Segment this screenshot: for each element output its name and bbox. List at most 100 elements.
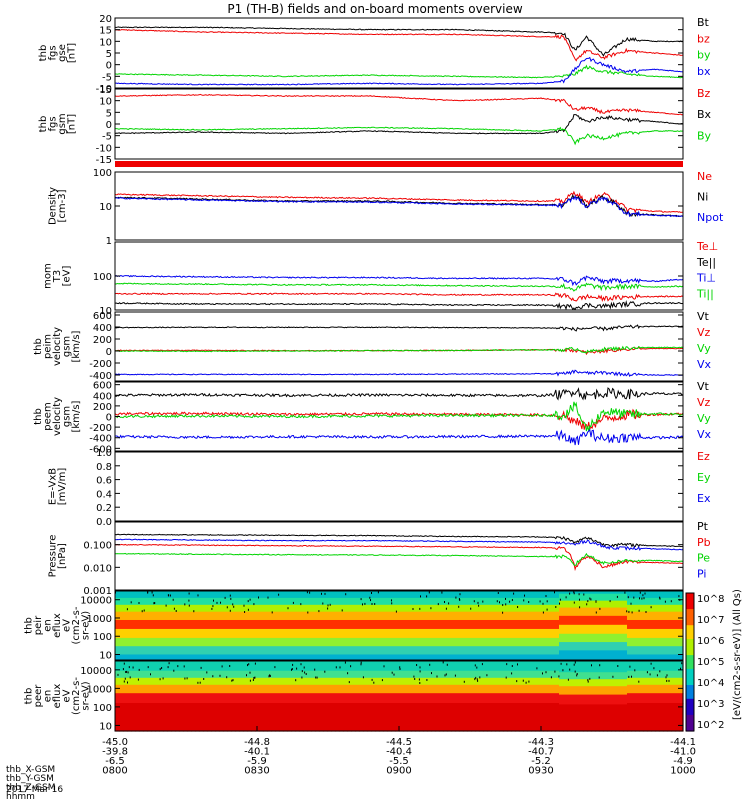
heatmap-cell [619,694,624,705]
heatmap-cell [627,611,632,621]
heatmap-speck [645,611,647,613]
heatmap-cell [391,677,396,686]
heatmap-cell [451,591,456,599]
x-tick-label: -39.8 [102,747,128,758]
heatmap-cell [231,611,236,621]
heatmap-cell [363,628,368,639]
heatmap-cell [295,684,300,694]
heatmap-cell [219,637,224,647]
heatmap-cell [167,670,172,679]
heatmap-cell [403,637,408,647]
heatmap-cell [395,703,400,732]
heatmap-cell [471,611,476,621]
y-tick-label: 0.0 [96,517,112,528]
colorbar-tick-label: 10^7 [697,615,724,626]
heatmap-speck [130,601,132,604]
heatmap-cell [483,661,488,672]
heatmap-cell [127,611,132,621]
heatmap-cell [643,637,648,647]
heatmap-speck [271,611,273,614]
heatmap-cell [271,677,276,686]
heatmap-cell [675,628,680,639]
heatmap-cell [283,611,288,621]
y-tick-label: 1000 [87,684,112,695]
heatmap-speck [248,663,250,666]
colorbar-segment [686,717,694,721]
heatmap-cell [235,654,240,661]
heatmap-cell [215,619,220,630]
heatmap-cell [255,637,260,647]
heatmap-cell [215,684,220,694]
heatmap-cell [139,661,144,672]
heatmap-cell [331,591,336,599]
heatmap-cell [339,677,344,686]
heatmap-cell [431,693,436,704]
heatmap-cell [415,591,420,599]
heatmap-cell [643,646,648,656]
heatmap-cell [463,604,468,613]
heatmap-speck [420,595,421,598]
heatmap-cell [275,611,280,621]
heatmap-cell [163,637,168,647]
heatmap-cell [279,661,284,672]
heatmap-speck [455,596,457,599]
heatmap-cell [531,591,536,599]
panel-frame [114,171,684,241]
heatmap-cell [227,693,232,704]
heatmap-cell [259,628,264,639]
heatmap-cell [635,677,640,686]
y-axis-label: thb [38,45,49,62]
heatmap-cell [523,597,528,606]
heatmap-cell [379,646,384,656]
heatmap-cell [567,694,572,705]
heatmap-speck [681,662,683,665]
y-tick-label: 0.6 [96,476,112,487]
heatmap-cell [551,703,556,732]
heatmap-speck [267,596,269,599]
heatmap-cell [459,646,464,656]
x-tick-label: 0830 [244,766,269,777]
heatmap-cell [679,684,684,694]
heatmap-cell [663,703,668,732]
heatmap-cell [283,597,288,606]
heatmap-cell [315,703,320,732]
heatmap-speck [232,603,234,606]
heatmap-cell [255,591,260,599]
heatmap-cell [615,704,620,732]
heatmap-cell [659,693,664,704]
heatmap-speck [249,598,251,601]
heatmap-cell [535,693,540,704]
heatmap-speck [595,600,597,603]
heatmap-cell [171,654,176,661]
heatmap-cell [271,628,276,639]
colorbar-segment [686,671,694,675]
heatmap-cell [679,646,684,656]
heatmap-cell [135,677,140,686]
colorbar-segment [686,724,694,727]
heatmap-cell [427,684,432,694]
heatmap-speck [599,607,601,610]
heatmap-cell [571,624,576,635]
heatmap-cell [395,684,400,694]
heatmap-cell [635,637,640,647]
heatmap-cell [455,654,460,661]
heatmap-cell [671,619,676,630]
heatmap-cell [183,611,188,621]
heatmap-cell [591,686,596,696]
y-tick-label: 400 [93,323,112,334]
heatmap-speck [454,674,456,677]
heatmap-speck [583,593,585,596]
heatmap-cell [427,703,432,732]
heatmap-cell [575,615,580,626]
y-axis-label: [eV] [62,266,73,287]
y-tick-label: 10 [99,306,112,317]
heatmap-cell [571,672,576,680]
heatmap-cell [587,672,592,680]
heatmap-cell [343,597,348,606]
heatmap-cell [659,670,664,679]
heatmap-cell [219,684,224,694]
heatmap-cell [675,637,680,647]
heatmap-cell [147,670,152,679]
heatmap-speck [473,600,475,603]
heatmap-cell [171,591,176,599]
